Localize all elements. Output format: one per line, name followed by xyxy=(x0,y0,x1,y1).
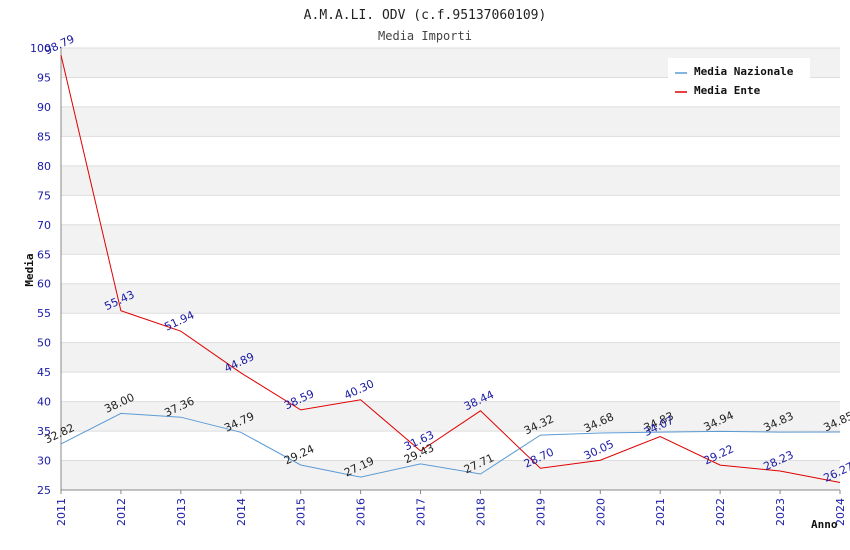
x-tick-label: 2021 xyxy=(654,498,667,526)
grid-bands xyxy=(61,48,840,490)
x-tick-label: 2019 xyxy=(534,498,547,526)
y-tick-labels: 25 30 35 40 45 50 55 60 65 70 75 80 85 90 95 100 xyxy=(30,42,51,497)
x-tick-label: 2012 xyxy=(115,498,128,526)
y-tick-label: 35 xyxy=(37,425,51,438)
y-tick-label: 40 xyxy=(37,396,51,409)
x-tick-label: 2015 xyxy=(295,498,308,526)
y-tick-label: 55 xyxy=(37,307,51,320)
series-lines xyxy=(60,54,841,483)
y-tick-label: 50 xyxy=(37,337,51,350)
x-tick-label: 2013 xyxy=(175,498,188,526)
x-tick-label: 2023 xyxy=(774,498,787,526)
x-tick-label: 2017 xyxy=(415,498,428,526)
series-line-media-ente xyxy=(60,54,841,483)
y-tick-label: 100 xyxy=(30,42,51,55)
x-tick-label: 2011 xyxy=(55,498,68,526)
grid-band xyxy=(61,106,840,137)
grid-band xyxy=(61,165,840,196)
legend-box xyxy=(668,58,810,102)
y-axis-label: Media xyxy=(23,253,36,286)
chart-subtitle: Media Importi xyxy=(378,29,472,43)
x-tick-label: 2014 xyxy=(235,498,248,526)
grid-band xyxy=(61,460,840,490)
x-tick-labels: 2011 2012 2013 2014 2015 2016 2017 2018 2019 2020… xyxy=(55,498,847,526)
grid-band xyxy=(61,283,840,314)
y-tick-label: 70 xyxy=(37,219,51,232)
x-tick-label: 2024 xyxy=(834,498,847,526)
y-tick-label: 75 xyxy=(37,189,51,202)
series-line-media-nazionale xyxy=(60,412,841,478)
chart-title: A.M.A.LI. ODV (c.f.95137060109) xyxy=(304,8,547,23)
y-tick-label: 80 xyxy=(37,160,51,173)
legend-label-media-ente: Media Ente xyxy=(694,84,761,97)
grid-band xyxy=(61,401,840,432)
y-tick-label: 90 xyxy=(37,101,51,114)
x-tick-label: 2022 xyxy=(714,498,727,526)
x-tick-label: 2020 xyxy=(594,498,607,526)
x-tick-label: 2016 xyxy=(355,498,368,526)
legend-label-media-nazionale: Media Nazionale xyxy=(694,65,794,78)
y-tick-label: 30 xyxy=(37,455,51,468)
x-tick-label: 2018 xyxy=(474,498,487,526)
x-axis-label: Anno xyxy=(811,518,838,531)
y-tick-label: 45 xyxy=(37,366,51,379)
y-tick-label: 25 xyxy=(37,484,51,497)
y-tick-label: 60 xyxy=(37,278,51,291)
y-tick-label: 65 xyxy=(37,248,51,261)
data-label-media-ente: 30.05 xyxy=(582,438,616,463)
y-tick-label: 85 xyxy=(37,130,51,143)
data-label-media-ente: 40.30 xyxy=(342,377,376,402)
axes xyxy=(60,48,841,494)
legend: Media Nazionale Media Ente xyxy=(668,58,810,102)
grid-band xyxy=(61,342,840,373)
grid-band xyxy=(61,224,840,255)
y-tick-label: 95 xyxy=(37,71,51,84)
